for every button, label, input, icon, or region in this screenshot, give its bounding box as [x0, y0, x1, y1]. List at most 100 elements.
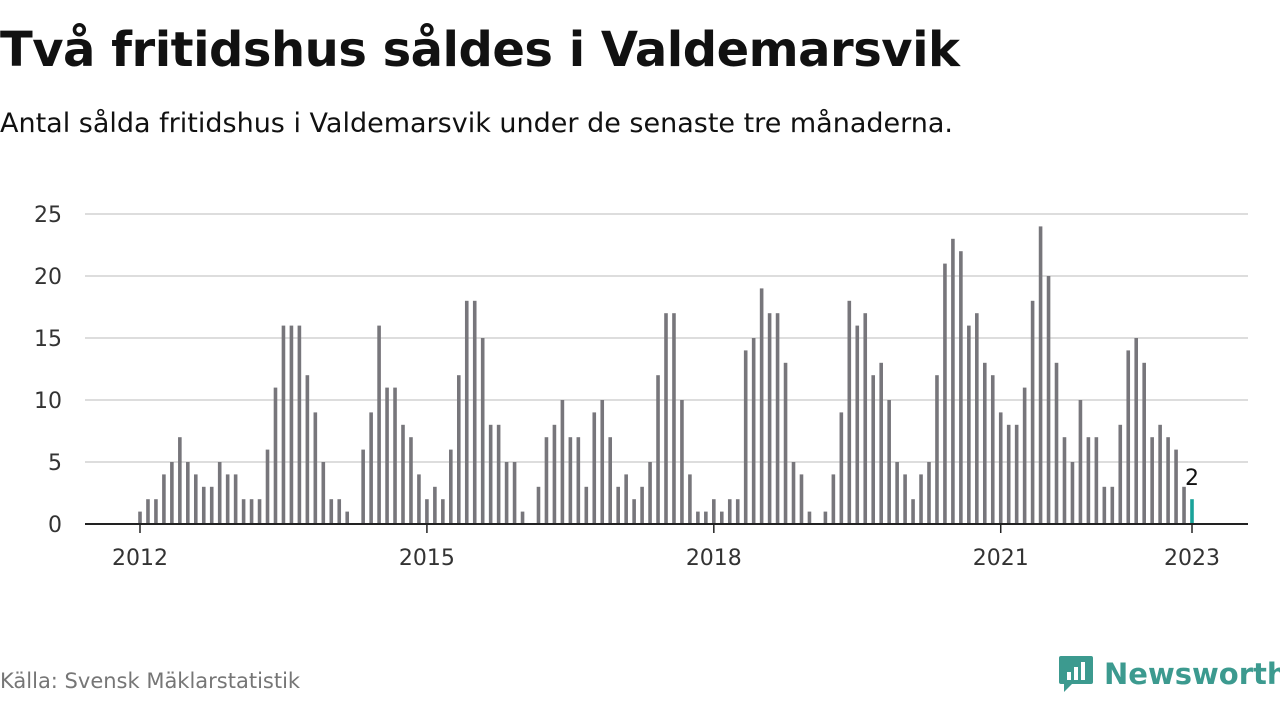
bar [193, 474, 198, 524]
bar [568, 437, 573, 524]
y-axis-ticks: 0 5 10 15 20 25 [34, 203, 62, 538]
bar [241, 499, 246, 524]
bar [257, 499, 262, 524]
bar [1014, 424, 1019, 524]
bar [879, 362, 883, 524]
bar [225, 474, 230, 524]
y-tick-label: 5 [48, 451, 62, 476]
bar [201, 486, 206, 524]
bar [672, 313, 676, 524]
bar [839, 412, 844, 524]
bar [265, 449, 270, 524]
bar [520, 511, 525, 524]
bar [162, 474, 166, 524]
bar [337, 499, 342, 524]
bar [154, 499, 158, 524]
bar [1110, 486, 1115, 524]
bar [1126, 350, 1131, 524]
bar [975, 313, 979, 524]
bar [536, 486, 541, 524]
bar [441, 499, 445, 524]
last-value-label: 2 [1185, 466, 1199, 491]
chart-subtitle: Antal sålda fritidshus i Valdemarsvik un… [0, 108, 954, 139]
bar [1102, 486, 1107, 524]
bar [696, 511, 700, 524]
x-tick-label: 2023 [1164, 546, 1220, 571]
bar [1150, 437, 1154, 524]
bar [775, 313, 780, 524]
bar [688, 474, 692, 524]
bar [831, 474, 836, 524]
bar [743, 350, 748, 524]
bar [959, 251, 963, 524]
bar [911, 499, 915, 524]
bar [512, 462, 517, 524]
bar [401, 424, 405, 524]
brand-name: Newsworthy [1104, 657, 1280, 691]
bar [632, 499, 636, 524]
bar [1166, 437, 1170, 524]
bar [1070, 462, 1075, 524]
bar [624, 474, 628, 524]
bar [982, 362, 987, 524]
bar [863, 313, 868, 524]
y-tick-label: 20 [34, 265, 62, 290]
brand[interactable]: Newsworthy [1058, 654, 1280, 694]
data-labels: 2 [1185, 466, 1199, 491]
bar [409, 437, 413, 524]
bar [990, 375, 995, 524]
bar [1094, 437, 1099, 524]
bar [664, 313, 668, 524]
bar [1030, 300, 1035, 524]
bar [951, 238, 955, 525]
bar [456, 375, 461, 524]
bar [927, 462, 931, 524]
bar [600, 400, 605, 524]
bar [1078, 400, 1083, 524]
bar [735, 499, 740, 524]
bar [377, 325, 381, 524]
bar [297, 325, 302, 524]
bar [345, 511, 350, 524]
bar [1158, 424, 1162, 524]
bar [680, 400, 684, 524]
bar [1006, 424, 1011, 524]
bar [895, 462, 899, 524]
bar [393, 387, 397, 524]
bar [496, 424, 501, 524]
source-note: Källa: Svensk Mäklarstatistik [0, 669, 301, 693]
bar [584, 486, 589, 524]
y-tick-label: 15 [34, 327, 62, 352]
bar-highlight [1190, 499, 1194, 524]
y-tick-label: 10 [34, 389, 62, 414]
bar [576, 437, 581, 524]
x-tick-label: 2015 [399, 546, 455, 571]
bar [170, 462, 174, 524]
bar [449, 449, 453, 524]
bar [887, 400, 891, 524]
bar [273, 387, 278, 524]
x-axis-ticks: 2012 2015 2018 2021 2023 [112, 524, 1220, 571]
bar [138, 511, 142, 524]
bar [178, 437, 182, 524]
bar [799, 474, 804, 524]
bar [1174, 449, 1178, 524]
bar [767, 313, 772, 524]
bar [233, 474, 238, 524]
bar [249, 499, 254, 524]
bar [209, 486, 214, 524]
bar [751, 338, 756, 524]
bar [871, 375, 876, 524]
bar [1182, 486, 1186, 524]
bar [146, 499, 150, 524]
x-tick-label: 2018 [686, 546, 742, 571]
bar [217, 462, 222, 524]
bar [472, 300, 477, 524]
bar [967, 325, 971, 524]
bar [943, 263, 947, 524]
bar [480, 338, 485, 524]
bar [321, 462, 326, 524]
bar [305, 375, 310, 524]
bar [998, 412, 1003, 524]
bar [1086, 437, 1091, 524]
